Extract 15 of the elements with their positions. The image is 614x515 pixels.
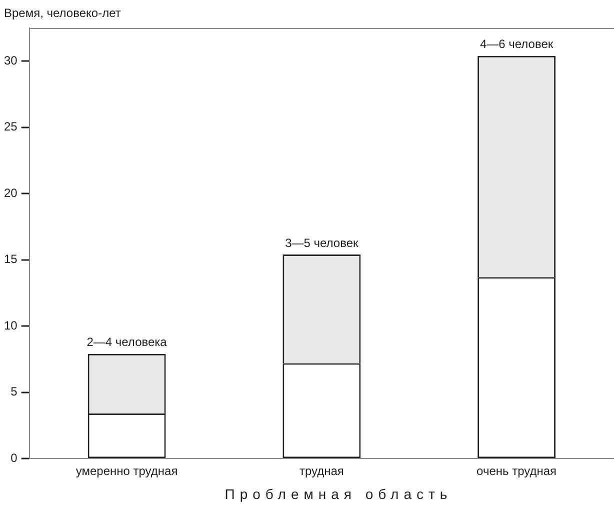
y-tick-label: 5 [10, 384, 18, 399]
y-tick-label: 20 [4, 186, 18, 200]
annotation: 3—5 человек [285, 236, 360, 250]
x-axis-title: Проблемная область [224, 486, 454, 502]
x-tick-label: очень трудная [476, 464, 557, 478]
y-axis-title: Время, человеко-лет [4, 6, 121, 20]
y-tick-label: 0 [10, 450, 18, 465]
x-tick-label: трудная [299, 464, 344, 478]
annotation: 2—4 человека [86, 335, 168, 350]
y-tick-label: 30 [4, 53, 18, 68]
annotation: 4—6 человек [480, 37, 554, 52]
x-tick-label: умеренно трудная [76, 464, 178, 478]
y-tick-label: 15 [4, 252, 18, 266]
y-tick-label: 10 [4, 318, 18, 332]
y-tick-label: 25 [4, 120, 18, 134]
